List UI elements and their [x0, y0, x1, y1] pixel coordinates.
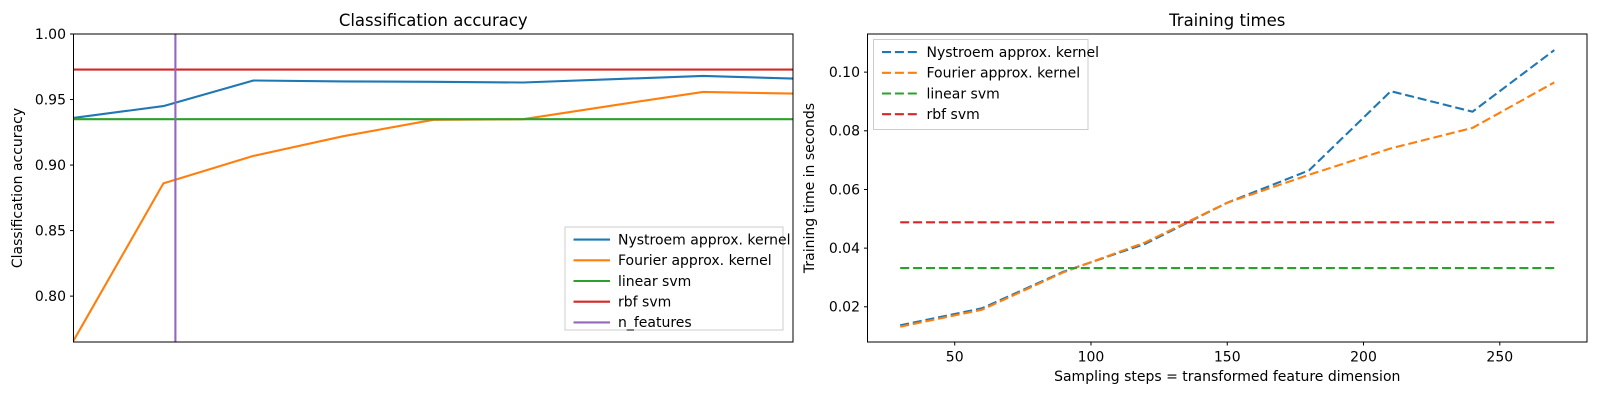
- legend-label-nystroem-approx-kernel: Nystroem approx. kernel: [618, 232, 790, 248]
- legend-label-n-features: n_features: [618, 315, 692, 331]
- legend-label-linear-svm: linear svm: [927, 86, 1000, 102]
- legend-label-nystroem-approx-kernel: Nystroem approx. kernel: [927, 45, 1099, 61]
- y-tick-label: 0.04: [829, 241, 860, 257]
- x-tick-label: 200: [1350, 350, 1377, 366]
- legend-label-rbf-svm: rbf svm: [618, 295, 671, 311]
- legend-label-fourier-approx-kernel: Fourier approx. kernel: [927, 66, 1081, 82]
- x-tick-label: 100: [1078, 350, 1105, 366]
- legend-box: [564, 226, 784, 331]
- fourier-approx-kernel-line: [899, 81, 1555, 328]
- legend-label-fourier-approx-kernel: Fourier approx. kernel: [618, 253, 772, 269]
- y-axis-label: Training time in seconds: [802, 103, 818, 274]
- legend-label-rbf-svm: rbf svm: [927, 107, 980, 123]
- y-tick-label: 0.80: [35, 289, 66, 305]
- training-times-axes: 50 100 150 200 250 0.02 0.04 0.06 0.08 0.10 Traini…: [802, 11, 1588, 385]
- y-tick-label: 0.90: [35, 158, 66, 174]
- y-tick-label: 0.06: [829, 182, 860, 198]
- y-tick-label: 0.02: [829, 300, 860, 316]
- legend: Nystroem approx. kernel Fourier approx. k…: [564, 226, 790, 331]
- y-axis-label: Classification accuracy: [10, 108, 26, 268]
- classification-accuracy-axes: 0.80 0.85 0.90 0.95 1.00 Classification accur…: [10, 11, 794, 343]
- y-tick-label: 1.00: [35, 27, 66, 43]
- legend: Nystroem approx. kernel Fourier approx. k…: [873, 39, 1099, 130]
- x-tick-label: 150: [1214, 350, 1241, 366]
- x-axis-label: Sampling steps = transformed feature dim…: [1054, 369, 1400, 385]
- chart-title: Training times: [1168, 11, 1285, 30]
- legend-label-linear-svm: linear svm: [618, 274, 691, 290]
- y-tick-label: 0.95: [35, 92, 66, 108]
- nystroem-approx-kernel-line: [73, 74, 794, 119]
- y-tick-label: 0.85: [35, 223, 66, 239]
- x-tick-label: 250: [1486, 350, 1513, 366]
- y-tick-label: 0.10: [829, 65, 860, 81]
- y-tick-label: 0.08: [829, 124, 860, 140]
- x-tick-label: 50: [946, 350, 964, 366]
- chart-title: Classification accuracy: [339, 11, 528, 30]
- axes-spines: [73, 33, 794, 343]
